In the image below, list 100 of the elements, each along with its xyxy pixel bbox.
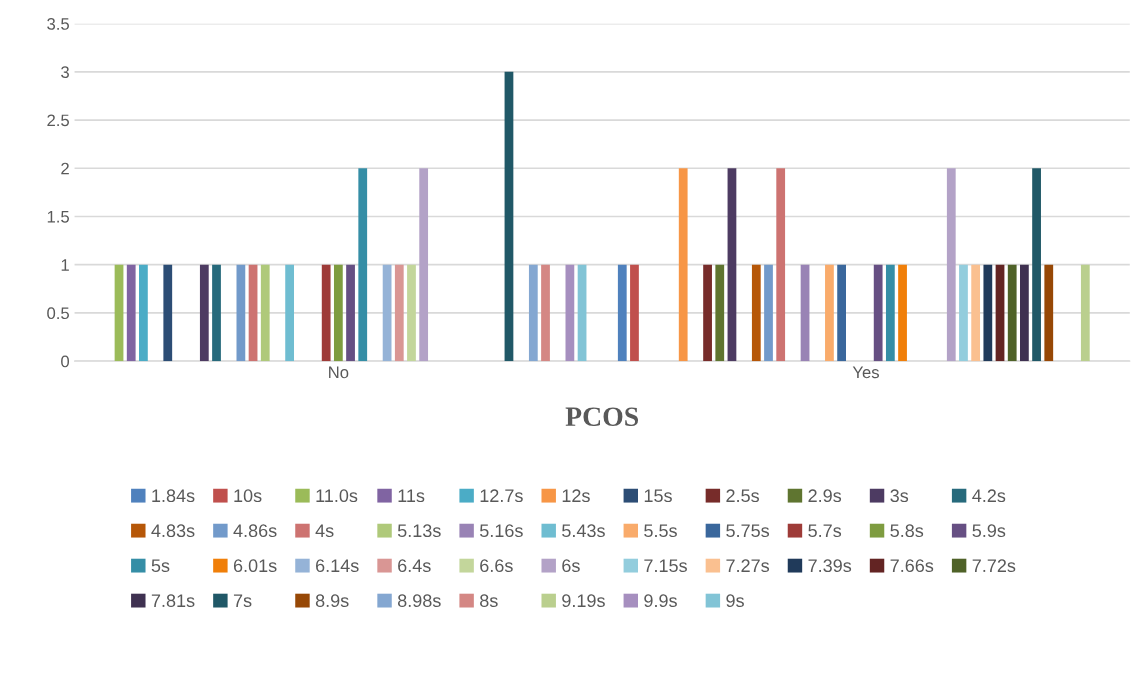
legend-label: 5.5s	[644, 524, 677, 538]
bar	[617, 264, 627, 362]
bar	[504, 71, 514, 362]
legend-label: 12s	[562, 489, 590, 503]
bar	[163, 264, 173, 362]
legend-label: 5.16s	[479, 524, 523, 538]
bar	[764, 264, 773, 362]
y-tick-label: 0	[61, 355, 70, 368]
legend-label: 4s	[315, 524, 334, 538]
legend-label: 5.9s	[972, 524, 1006, 538]
bar	[678, 168, 688, 362]
bar	[407, 264, 416, 362]
bar	[419, 168, 429, 362]
legend-label: 6.01s	[233, 559, 277, 573]
legend-label: 6.4s	[398, 559, 431, 573]
bar	[333, 264, 343, 362]
bar	[776, 168, 786, 362]
bar	[260, 264, 270, 362]
legend-label: 4.2s	[972, 489, 1006, 503]
y-tick-label: 3	[61, 66, 69, 79]
legend-label: 11s	[398, 489, 425, 503]
bar	[971, 264, 981, 362]
legend-label: 2.9s	[808, 489, 842, 503]
legend-label: 7.15s	[644, 559, 687, 573]
bar	[983, 264, 993, 362]
bar	[837, 264, 846, 362]
legend-label: 5.13s	[397, 524, 441, 538]
bar	[321, 264, 331, 362]
y-tick-label: 1	[61, 259, 69, 271]
bar	[898, 264, 907, 362]
legend-label: 5.8s	[890, 524, 924, 538]
bar	[285, 264, 295, 362]
y-tick-label: 2.5	[47, 114, 69, 127]
bar	[358, 168, 368, 362]
bar	[946, 168, 956, 362]
legend-label: 7s	[233, 594, 252, 608]
legend-label: 8s	[480, 594, 498, 608]
bar	[630, 264, 639, 362]
bar	[541, 264, 550, 362]
legend-label: 8.9s	[315, 594, 349, 608]
bar	[715, 264, 725, 362]
bar	[1080, 264, 1090, 362]
bar	[959, 264, 968, 362]
legend-label: 12.7s	[480, 489, 523, 503]
bar	[236, 264, 246, 362]
legend-label: 6.14s	[316, 559, 359, 573]
bar	[873, 264, 883, 362]
bar	[800, 264, 810, 362]
bar	[885, 264, 895, 362]
legend-label: 15s	[644, 489, 672, 503]
legend-label: 1.84s	[152, 489, 195, 503]
bar	[751, 264, 761, 362]
bar	[126, 264, 136, 362]
legend-label: 7.81s	[151, 594, 195, 608]
bar	[394, 264, 404, 362]
y-tick-label: 0.5	[47, 307, 69, 320]
x-axis-title: PCOS	[565, 407, 639, 427]
legend-label: 3s	[890, 489, 909, 503]
bar	[577, 264, 587, 362]
bar	[995, 264, 1005, 362]
legend-label: 5s	[151, 559, 170, 573]
x-tick-label: Yes	[852, 366, 879, 379]
bar	[727, 168, 737, 362]
bar	[703, 264, 712, 362]
legend-label: 9.19s	[562, 594, 605, 608]
x-tick-label: No	[329, 366, 349, 379]
legend-label: 7.39s	[808, 559, 852, 573]
legend-label: 2.5s	[726, 489, 759, 503]
legend-label: 4.86s	[233, 524, 277, 538]
legend-label: 9.9s	[644, 594, 677, 608]
y-tick-label: 3.5	[47, 18, 69, 30]
bar	[114, 264, 124, 362]
legend-label: 7.66s	[890, 559, 934, 573]
legend-label: 6s	[562, 559, 580, 573]
bar	[1007, 264, 1017, 362]
bar	[1032, 168, 1041, 362]
bar	[199, 264, 209, 362]
legend-label: 4.83s	[151, 524, 195, 538]
y-tick-label: 1.5	[47, 211, 69, 223]
legend-label: 5.43s	[562, 524, 605, 538]
bar	[382, 264, 392, 362]
bar	[346, 264, 355, 362]
legend-label: 9s	[726, 594, 744, 608]
y-tick-label: 2	[61, 162, 69, 175]
bar	[212, 264, 221, 362]
bar	[528, 264, 538, 362]
legend-label: 7.27s	[726, 559, 770, 573]
bar	[1020, 264, 1029, 362]
legend-label: 7.72s	[972, 559, 1016, 573]
legend-label: 8.98s	[397, 594, 441, 608]
legend-label: 11.0s	[316, 489, 358, 503]
bar	[565, 264, 575, 362]
bar	[825, 264, 834, 362]
bar	[248, 264, 258, 362]
legend-label: 5.7s	[808, 524, 842, 538]
bar	[139, 264, 148, 362]
legend-label: 10s	[234, 489, 262, 503]
legend-label: 5.75s	[726, 524, 770, 538]
legend-label: 6.6s	[480, 559, 513, 573]
bar	[1044, 264, 1054, 362]
